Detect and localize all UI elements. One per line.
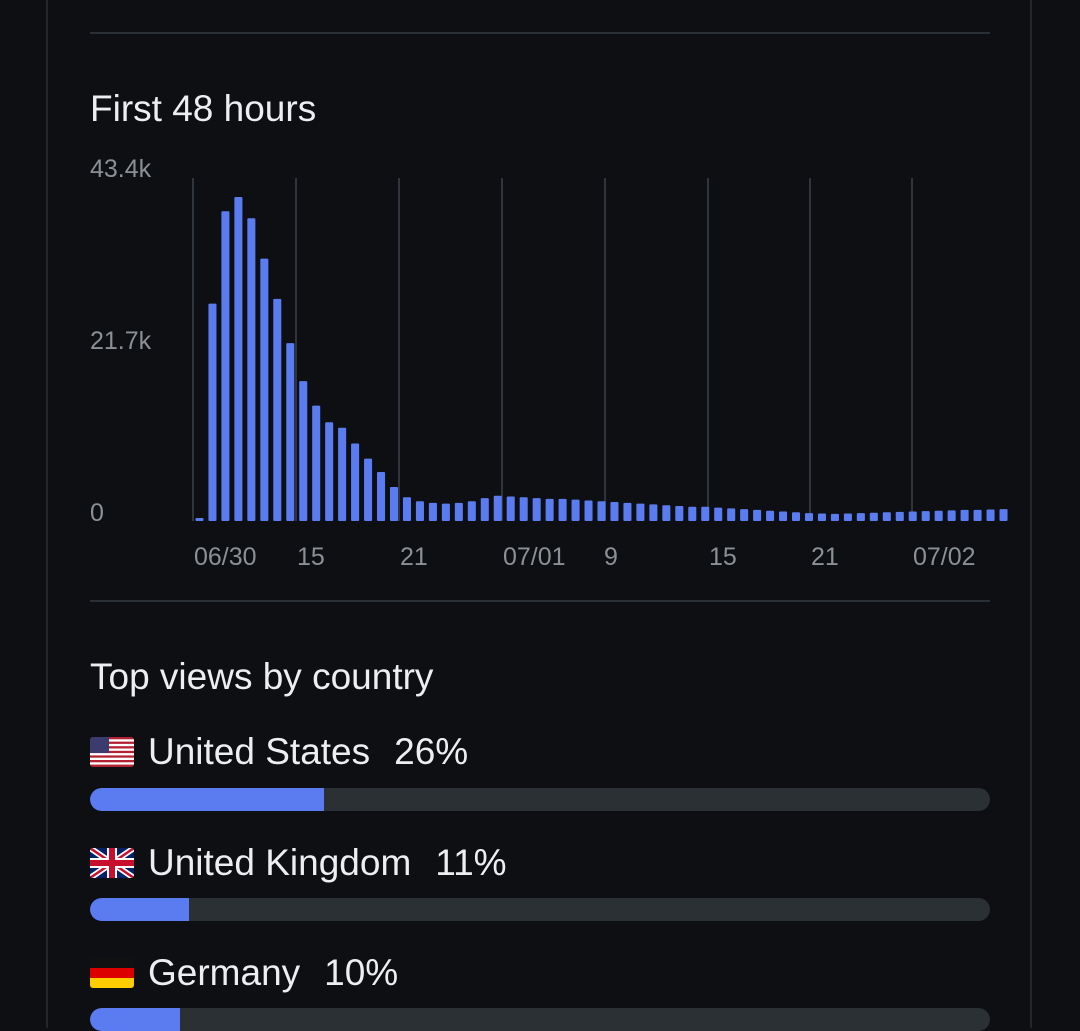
chart-bar (493, 495, 502, 521)
chart-bar (454, 502, 463, 521)
chart-bar (545, 498, 554, 521)
country-bar-track (90, 1008, 990, 1031)
chart-bar (428, 502, 437, 521)
chart-bar (792, 512, 801, 521)
country-bar-track (90, 898, 990, 921)
chart-bar (856, 513, 865, 521)
chart-bar (402, 497, 411, 521)
chart-bar (377, 472, 386, 521)
x-tick-label: 21 (811, 543, 839, 571)
chart-bar (364, 458, 373, 521)
country-name: United States (148, 731, 371, 772)
country-name: United Kingdom (148, 842, 412, 883)
chart-bar (325, 422, 334, 521)
chart-bar (234, 196, 243, 521)
chart-bar (882, 512, 891, 521)
country-row-uk: United Kingdom 11% (90, 840, 507, 886)
chart-bar (532, 498, 541, 521)
chart-bar (415, 501, 424, 521)
x-tick-label: 06/30 (194, 543, 257, 571)
chart-bar (649, 504, 658, 521)
chart-bar (701, 506, 710, 521)
chart-bar (921, 511, 930, 521)
chart-bar (273, 298, 282, 521)
chart-bar (480, 498, 489, 521)
chart-bar (740, 509, 749, 521)
chart-bar (675, 505, 684, 521)
chart-bar (389, 487, 399, 521)
chart-bar (338, 427, 347, 521)
chart-bar (727, 508, 736, 521)
chart-bar (714, 507, 723, 521)
chart-bar (467, 501, 476, 521)
countries-section-title: Top views by country (90, 656, 434, 697)
chart-bar (519, 497, 528, 521)
chart-bar (830, 513, 839, 521)
chart-bar (299, 381, 308, 521)
top-divider (90, 32, 990, 34)
x-tick-label: 9 (604, 543, 618, 571)
y-tick-label: 43.4k (90, 155, 152, 183)
chart-bar (260, 258, 269, 521)
x-tick-label: 15 (297, 543, 325, 571)
de-flag-icon (90, 958, 134, 988)
chart-bar (584, 500, 593, 521)
country-percent: 26% (394, 731, 469, 772)
country-percent: 10% (324, 952, 399, 993)
chart-bar (779, 511, 788, 521)
chart-bar (597, 501, 606, 521)
stats-panel (46, 0, 1032, 1028)
chart-bar (247, 218, 256, 521)
y-tick-label: 21.7k (90, 327, 152, 355)
chart-bar (817, 513, 826, 521)
country-name: Germany (148, 952, 301, 993)
country-row-us: United States 26% (90, 729, 468, 775)
chart-bar (895, 511, 904, 521)
chart-bar (610, 502, 619, 521)
chart-bar (908, 511, 917, 521)
chart-bar (804, 513, 814, 521)
chart-bar (766, 510, 775, 521)
chart-bar (973, 509, 982, 521)
country-bar-track (90, 788, 990, 811)
x-tick-label: 07/02 (913, 543, 976, 571)
chart-bar (753, 509, 762, 521)
chart-bar (960, 509, 969, 521)
chart-bar (999, 509, 1008, 521)
country-bar-fill (90, 1008, 180, 1031)
chart-bar (312, 405, 321, 521)
chart-bar (571, 499, 580, 521)
chart-bar (286, 343, 295, 521)
hours-section-title: First 48 hours (90, 88, 317, 129)
x-tick-label: 07/01 (503, 543, 566, 571)
chart-bar (623, 502, 632, 521)
chart-bar (221, 211, 230, 521)
y-tick-label: 0 (90, 499, 104, 527)
hourly-views-chart: 43.4k 21.7k 0 06/30 15 21 07/01 9 15 21 07/02 (90, 155, 1008, 571)
chart-bar (351, 443, 360, 521)
chart-bar (441, 503, 450, 521)
chart-bar (558, 498, 567, 521)
uk-flag-icon (90, 848, 134, 878)
country-bar-fill (90, 898, 189, 921)
chart-bar (947, 510, 956, 521)
chart-bar (195, 518, 204, 521)
chart-bar (934, 510, 943, 521)
chart-bar (688, 506, 697, 521)
country-row-de: Germany 10% (90, 950, 398, 996)
us-flag-icon (90, 737, 134, 767)
country-bar-fill (90, 788, 324, 811)
country-percent: 11% (435, 842, 507, 883)
chart-bar (662, 505, 671, 521)
chart-bar (986, 509, 995, 521)
middle-divider (90, 600, 990, 602)
chart-bar (636, 503, 645, 521)
x-tick-label: 21 (400, 543, 428, 571)
x-tick-label: 15 (709, 543, 737, 571)
chart-bar (843, 513, 852, 521)
chart-bar (506, 496, 515, 521)
chart-bar (208, 303, 217, 521)
chart-bar (869, 512, 878, 521)
